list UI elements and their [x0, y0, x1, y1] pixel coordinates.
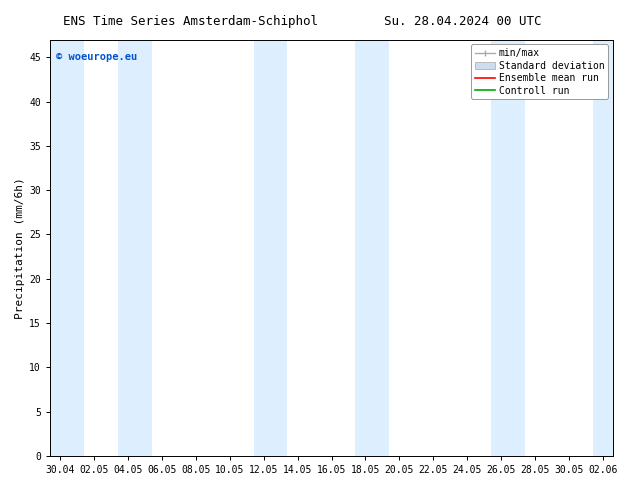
Bar	[355, 40, 389, 456]
Bar	[491, 40, 525, 456]
Bar	[118, 40, 152, 456]
Text: Su. 28.04.2024 00 UTC: Su. 28.04.2024 00 UTC	[384, 15, 541, 28]
Bar	[593, 40, 613, 456]
Legend: min/max, Standard deviation, Ensemble mean run, Controll run: min/max, Standard deviation, Ensemble me…	[472, 45, 609, 99]
Bar	[254, 40, 287, 456]
Text: ENS Time Series Amsterdam-Schiphol: ENS Time Series Amsterdam-Schiphol	[63, 15, 318, 28]
Bar	[50, 40, 84, 456]
Y-axis label: Precipitation (mm/6h): Precipitation (mm/6h)	[15, 177, 25, 318]
Text: © woeurope.eu: © woeurope.eu	[56, 52, 137, 62]
